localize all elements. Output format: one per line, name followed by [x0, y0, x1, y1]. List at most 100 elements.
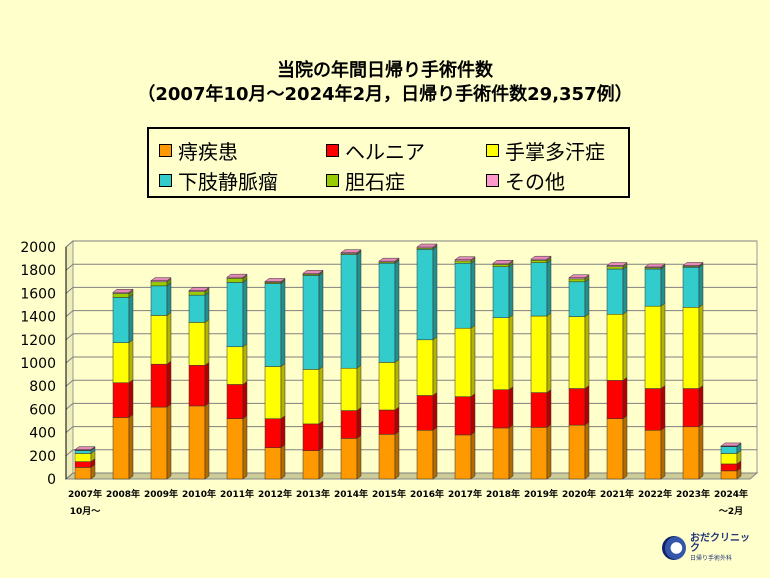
- bar-segment: [682, 426, 700, 480]
- bar-top-cap: [492, 259, 514, 264]
- x-tick-label: 2015年: [372, 488, 406, 500]
- bar-segment-side: [166, 311, 172, 365]
- bar-segment-side: [394, 259, 400, 363]
- bar-segment: [644, 268, 662, 307]
- bar-segment: [150, 406, 168, 480]
- bar-segment: [530, 262, 548, 317]
- legend-item-gallstones: 胆石症: [326, 167, 405, 194]
- bar-top-cap: [606, 262, 628, 266]
- legend-label: その他: [505, 169, 565, 194]
- x-tick-label: 2023年: [676, 488, 710, 500]
- bar-segment-side: [698, 263, 704, 308]
- bar-segment-side: [508, 314, 514, 391]
- bar-segment: [112, 293, 130, 298]
- x-tick-label: 2014年: [334, 488, 368, 500]
- bar-segment: [112, 382, 130, 418]
- bar-segment: [644, 388, 662, 431]
- bar-segment: [568, 281, 586, 317]
- bar-segment: [530, 392, 548, 428]
- gridline: [65, 240, 757, 248]
- legend-swatch: [326, 143, 339, 157]
- x-tick-label: 2011年: [220, 488, 254, 500]
- bar-segment: [226, 282, 244, 348]
- bar-segment-side: [508, 263, 514, 319]
- bar-segment: [302, 423, 320, 451]
- legend: 痔疾患 ヘルニア 手掌多汗症 下肢静脈瘤 胆石症 その他: [147, 127, 630, 198]
- y-tick-label: 1600: [20, 286, 56, 302]
- gridline: [65, 402, 757, 410]
- x-tick-label: 2008年: [106, 488, 140, 500]
- bar-segment: [264, 447, 282, 480]
- bar-segment-side: [508, 386, 514, 429]
- bar-segment-side: [622, 310, 628, 381]
- bar-segment-side: [432, 336, 438, 396]
- bar-segment: [150, 281, 168, 287]
- legend-swatch: [486, 143, 499, 157]
- bar-segment: [454, 260, 472, 264]
- bar-segment-side: [622, 415, 628, 480]
- bar-segment: [530, 315, 548, 393]
- bar-segment: [606, 314, 624, 381]
- bar-segment: [188, 405, 206, 480]
- y-tick-label: 1800: [20, 263, 56, 279]
- bar-segment-side: [698, 303, 704, 390]
- bar-segment-side: [432, 426, 438, 480]
- bar-segment: [606, 266, 624, 270]
- legend-item-hemorrhoids: 痔疾患: [159, 137, 238, 164]
- bar-top-cap: [530, 255, 552, 260]
- clinic-logo-icon: [662, 536, 686, 560]
- clinic-logo: おだクリニック 日帰り手術外科: [662, 534, 758, 562]
- x-tick-label: 2021年: [600, 488, 634, 500]
- bar-segment: [74, 450, 92, 454]
- chart-title: 当院の年間日帰り手術件数: [277, 60, 493, 81]
- bar-segment-side: [318, 420, 324, 452]
- legend-label: 痔疾患: [178, 139, 238, 164]
- gridline: [65, 286, 757, 294]
- bar-segment: [112, 342, 130, 383]
- bar-top-cap: [150, 277, 172, 281]
- bar-segment: [188, 365, 206, 407]
- bar-segment-side: [660, 385, 666, 431]
- bar-top-cap: [74, 446, 96, 450]
- legend-item-hyperhidrosis: 手掌多汗症: [486, 137, 605, 164]
- bar-segment-side: [470, 259, 476, 329]
- bar-segment: [378, 362, 396, 411]
- bar-segment: [188, 291, 206, 296]
- y-tick-label: 200: [29, 449, 56, 465]
- bar-segment: [606, 268, 624, 315]
- bar-segment: [302, 275, 320, 370]
- gridline: [65, 333, 757, 341]
- bar-segment: [682, 267, 700, 308]
- gridline: [65, 426, 757, 433]
- gridline: [65, 379, 757, 387]
- bar-segment: [720, 453, 738, 465]
- bar-segment-side: [356, 251, 362, 369]
- gridline: [65, 449, 757, 457]
- bar-top-cap: [416, 243, 438, 248]
- bar-segment: [74, 453, 92, 462]
- bar-segment: [74, 467, 92, 480]
- bar-segment-side: [204, 291, 210, 323]
- bar-segment-side: [204, 402, 210, 480]
- bar-segment-side: [166, 360, 172, 408]
- bar-segment: [568, 424, 586, 480]
- bar-segment: [568, 278, 586, 283]
- bar-segment-side: [356, 364, 362, 412]
- legend-label: 下肢静脈瘤: [178, 169, 278, 194]
- bar-segment-side: [356, 434, 362, 480]
- legend-swatch: [159, 173, 172, 187]
- bar-segment: [644, 430, 662, 480]
- bar-segment-side: [280, 280, 286, 367]
- x-tick-label: 2024年: [714, 488, 748, 500]
- x-tick-label: 2013年: [296, 488, 330, 500]
- bar-segment: [492, 264, 510, 267]
- gridline: [65, 472, 757, 480]
- bar-top-cap: [188, 287, 210, 291]
- gridline: [65, 310, 757, 317]
- bar-segment-side: [128, 414, 134, 480]
- bar-segment: [112, 297, 130, 343]
- bar-segment-side: [280, 415, 286, 449]
- bar-segment: [188, 294, 206, 323]
- bar-segment-side: [318, 447, 324, 480]
